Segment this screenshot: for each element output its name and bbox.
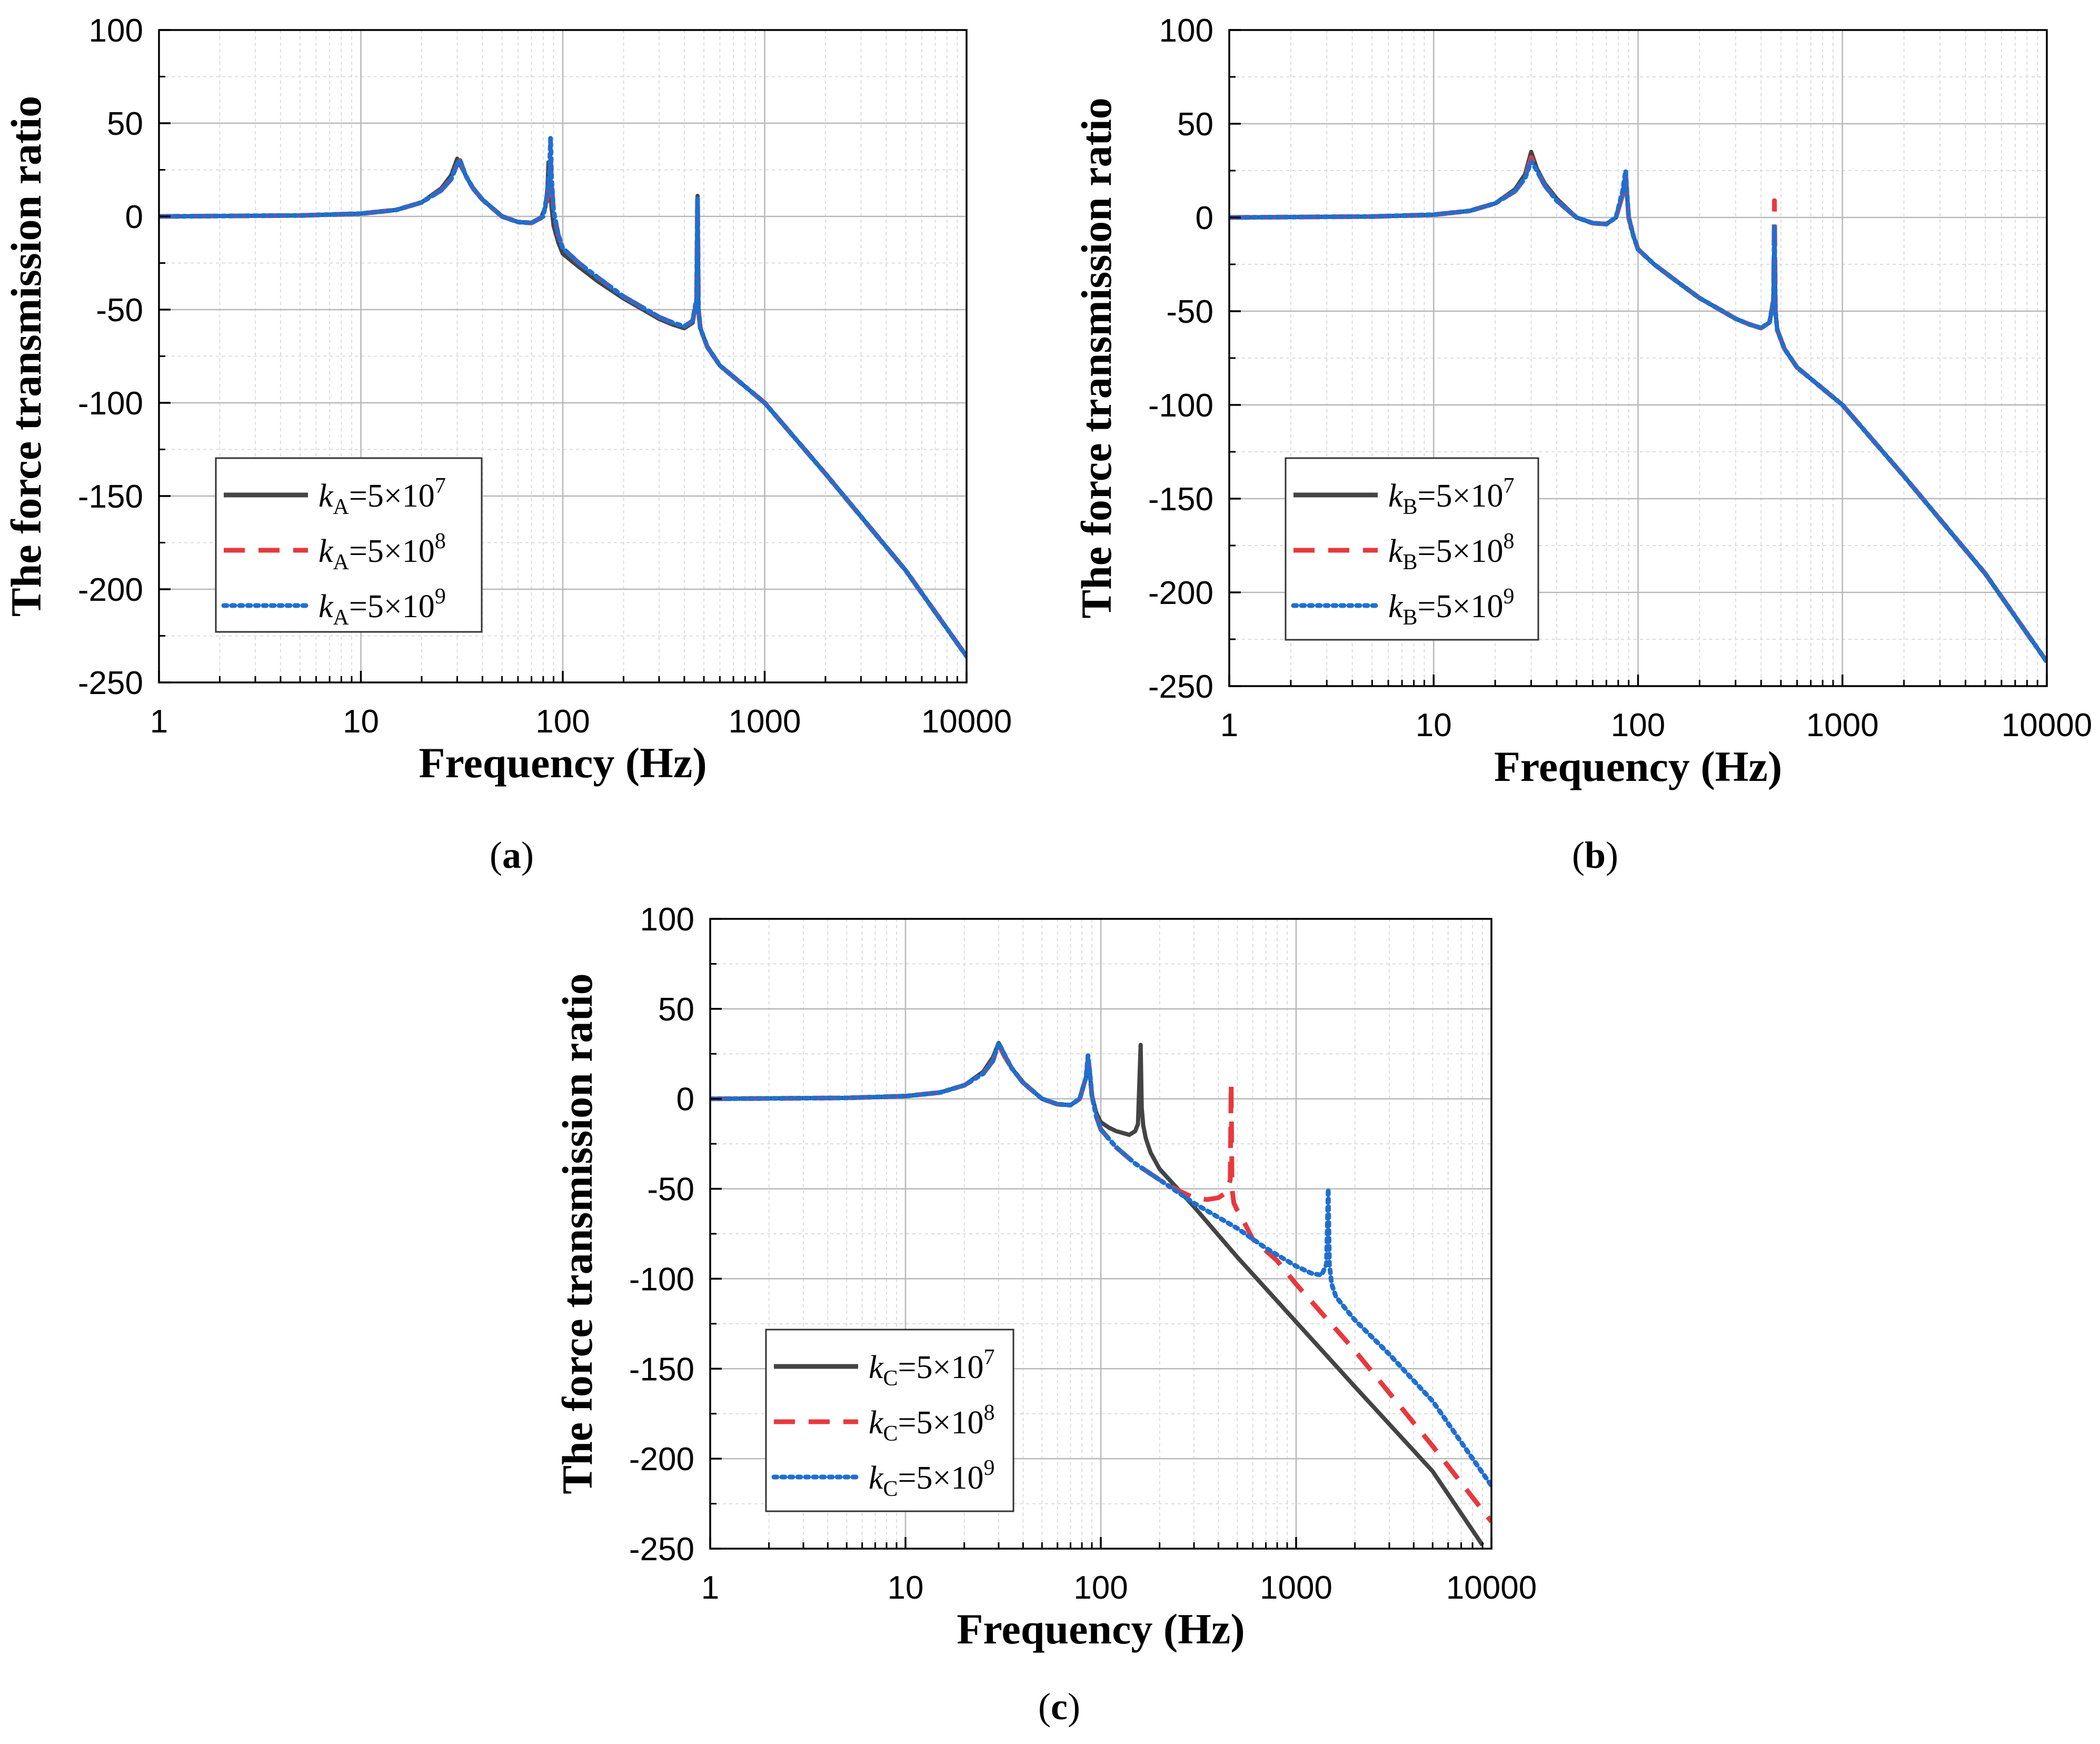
chart-panel-2: 1 10 100 1000 10000 100 50 0 -50 -100 -150 -200 -250… <box>1072 13 2092 876</box>
x-axis-title: Frequency (Hz) <box>957 1605 1245 1653</box>
legend-box <box>1285 457 1539 641</box>
x-tick-label: 10 <box>343 703 379 740</box>
x-tick-label: 10 <box>1416 707 1452 744</box>
y-axis-title: The force transmission ratio <box>2 96 50 617</box>
legend-box <box>215 457 483 633</box>
panel-label: (b) <box>1572 834 1618 876</box>
series-line-B-9 <box>1229 158 2047 665</box>
x-axis-title: Frequency (Hz) <box>419 739 706 787</box>
y-tick-label: -150 <box>78 479 143 515</box>
y-tick-label: 50 <box>658 992 694 1028</box>
legend-label: kA=5×109 <box>319 584 446 630</box>
y-tick-label: -50 <box>647 1172 694 1208</box>
y-tick-label: -250 <box>1148 669 1213 705</box>
x-axis-title: Frequency (Hz) <box>1494 742 1782 790</box>
y-tick-label: 100 <box>1159 13 1213 49</box>
x-tick-label: 1000 <box>729 703 801 740</box>
legend-label: kA=5×108 <box>319 529 446 574</box>
y-tick-label: -200 <box>1148 575 1213 611</box>
x-tick-label: 1000 <box>1260 1570 1332 1606</box>
legend-label: kA=5×107 <box>319 474 446 519</box>
series-line-A-9 <box>159 135 967 659</box>
panel-label: (a) <box>490 834 534 876</box>
x-tick-label: 10000 <box>1446 1570 1537 1606</box>
y-tick-label: 100 <box>640 901 694 938</box>
y-tick-label: -50 <box>1166 294 1213 330</box>
y-tick-label: -150 <box>629 1351 694 1388</box>
legend-box <box>765 1329 1014 1512</box>
x-tick-label: 1000 <box>1806 707 1879 744</box>
legend-label: kC=5×107 <box>869 1345 994 1391</box>
legend-label: kB=5×109 <box>1388 584 1514 630</box>
chart-panel-1: 1 10 100 1000 10000 100 50 0 -50 -100 -150 -200 -250… <box>2 13 1012 876</box>
x-tick-label: 10000 <box>921 703 1012 740</box>
x-tick-label: 10 <box>888 1570 924 1606</box>
y-tick-label: -250 <box>629 1531 694 1568</box>
y-tick-label: -200 <box>78 572 143 608</box>
y-tick-label: -200 <box>629 1441 694 1478</box>
y-tick-label: -150 <box>1148 481 1213 518</box>
legend-label: kC=5×109 <box>869 1456 994 1501</box>
x-tick-label: 100 <box>535 703 590 740</box>
y-tick-label: -50 <box>96 292 143 329</box>
y-tick-label: -100 <box>629 1261 694 1297</box>
y-tick-label: -100 <box>78 385 143 422</box>
chart-panel-3: 1 10 100 1000 10000 100 50 0 -50 -100 -150 -200 -250… <box>553 901 1537 1728</box>
x-tick-label: 1 <box>701 1570 719 1606</box>
legend-label: kB=5×108 <box>1388 529 1514 574</box>
y-tick-label: 0 <box>125 199 143 235</box>
panel-label: (c) <box>1038 1686 1080 1728</box>
y-axis-title: The force transmission ratio <box>1072 97 1120 618</box>
y-tick-label: 100 <box>89 13 143 49</box>
series-line-C-9 <box>710 1041 1491 1488</box>
y-axis-title: The force transmission ratio <box>553 973 601 1494</box>
y-tick-label: 0 <box>676 1082 694 1118</box>
x-tick-label: 1 <box>150 703 168 740</box>
x-tick-label: 100 <box>1611 707 1665 744</box>
y-tick-label: -100 <box>1148 388 1213 424</box>
y-tick-label: 0 <box>1196 200 1213 236</box>
x-tick-label: 1 <box>1220 707 1238 744</box>
y-tick-label: 50 <box>107 106 143 142</box>
y-tick-label: 50 <box>1177 106 1213 143</box>
legend-label: kC=5×108 <box>869 1401 994 1446</box>
x-tick-label: 10000 <box>2002 707 2092 744</box>
y-tick-label: -250 <box>78 665 143 701</box>
legend-label: kB=5×107 <box>1388 474 1514 519</box>
x-tick-label: 100 <box>1073 1570 1128 1606</box>
